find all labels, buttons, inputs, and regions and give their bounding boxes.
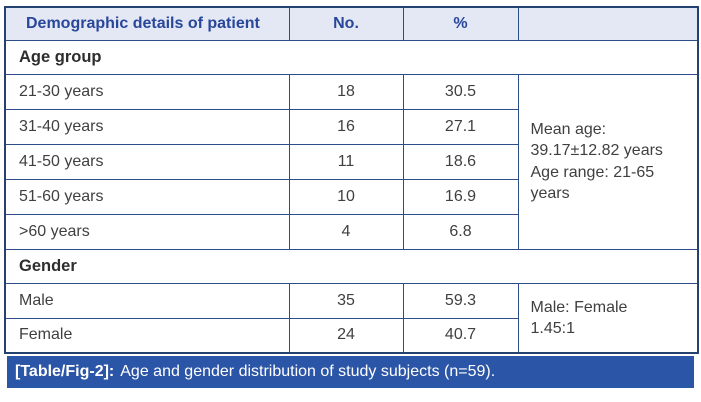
age-row-pct: 6.8	[402, 213, 519, 250]
age-row-no: 16	[288, 108, 404, 145]
age-row-pct: 27.1	[402, 108, 519, 145]
age-row-no: 10	[288, 178, 404, 215]
age-row-no: 18	[288, 73, 404, 110]
gender-note-line: 1.45:1	[530, 319, 575, 337]
age-row-label: 31-40 years	[4, 108, 290, 145]
caption-tag: [Table/Fig-2]:	[15, 363, 115, 380]
age-row-pct: 16.9	[402, 178, 519, 215]
section-title-gender: Gender	[4, 248, 699, 284]
age-row-label: >60 years	[4, 213, 290, 250]
table-row: >60 years 4 6.8	[4, 213, 698, 250]
table-header-row: Demographic details of patient No. %	[4, 6, 699, 41]
section-title-age-group: Age group	[4, 39, 699, 75]
age-row-pct: 30.5	[402, 73, 519, 110]
header-empty	[517, 6, 699, 41]
age-row-label: 41-50 years	[4, 143, 290, 180]
table-row: Male 35 59.3 Male: Female 1.45:1	[4, 282, 699, 354]
section-row-gender: Gender	[4, 248, 699, 284]
age-note-cell: Mean age: 39.17±12.82 years Age range: 2…	[517, 73, 699, 250]
gender-note-cell: Male: Female 1.45:1	[517, 282, 699, 354]
table-row: 41-50 years 11 18.6	[4, 143, 698, 180]
gender-row-label: Male	[4, 282, 290, 319]
header-no: No.	[288, 6, 404, 41]
age-note-line: Mean age: 39.17±12.82 years	[530, 121, 663, 160]
table-row: 21-30 years 18 30.5 Mean age: 39.17±12.8…	[4, 73, 699, 250]
demographics-table: Demographic details of patient No. % Age…	[4, 6, 699, 354]
gender-row-no: 24	[288, 317, 404, 354]
table-caption-bar: [Table/Fig-2]: Age and gender distributi…	[7, 356, 694, 388]
gender-note-line: Male: Female	[530, 298, 628, 316]
header-percent: %	[402, 6, 519, 41]
section-row-age-group: Age group	[4, 39, 699, 75]
age-row-no: 4	[288, 213, 404, 250]
age-row-no: 11	[288, 143, 404, 180]
gender-row-pct: 59.3	[402, 282, 519, 319]
gender-row-pct: 40.7	[402, 317, 519, 354]
table-row: 51-60 years 10 16.9	[4, 178, 698, 215]
gender-row-label: Female	[4, 317, 290, 354]
header-demographic-details: Demographic details of patient	[4, 6, 290, 41]
age-row-label: 21-30 years	[4, 73, 290, 110]
gender-row-no: 35	[288, 282, 404, 319]
table-row: Female 24 40.7	[4, 317, 698, 354]
age-row-pct: 18.6	[402, 143, 519, 180]
age-row-label: 51-60 years	[4, 178, 290, 215]
age-note-line: Age range: 21-65 years	[530, 163, 655, 202]
caption-text: Age and gender distribution of study sub…	[120, 363, 496, 380]
table-row: 31-40 years 16 27.1	[4, 108, 698, 145]
